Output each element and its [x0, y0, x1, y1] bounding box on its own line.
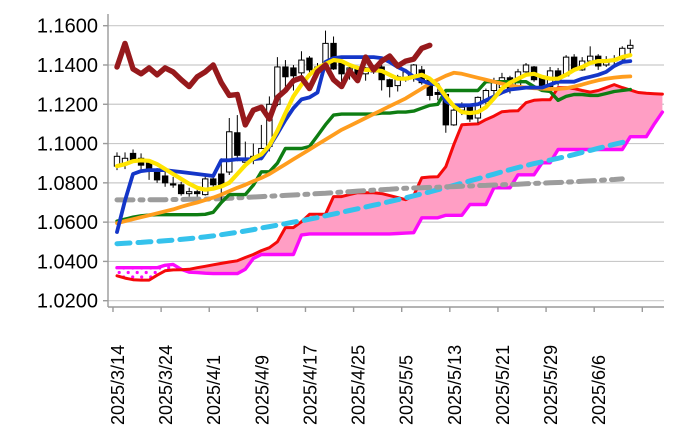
candle-body-up [586, 55, 594, 62]
candle-body-down [386, 79, 393, 88]
mid-ma-orange-line [115, 70, 633, 225]
candle-body-up [298, 59, 305, 74]
y-axis-label: 1.0600 [37, 212, 98, 234]
slow-ma-gray-dashdot-line [114, 176, 625, 203]
x-axis-label: 2025/4/25 [349, 345, 369, 425]
candle-body-down [282, 66, 289, 78]
candle-body-down [153, 171, 161, 181]
candle-body-down [194, 191, 201, 195]
y-axis-label: 1.0800 [37, 173, 98, 195]
x-axis-label: 2025/3/14 [108, 345, 128, 425]
candle-body-up [226, 131, 233, 173]
x-axis-label: 2025/6/6 [589, 355, 609, 425]
x-axis-label: 2025/3/24 [156, 345, 176, 425]
axes [107, 14, 664, 312]
candle-body-down [177, 184, 185, 195]
candle-body-down [234, 132, 241, 156]
x-axis-label: 2025/5/5 [397, 355, 417, 425]
x-axis: 2025/3/14 2025/3/24 2025/4/1 2025/4/9 2025/4… [108, 345, 609, 425]
candle-body-up [450, 109, 458, 126]
candle-body-up [474, 96, 482, 119]
plot-area [113, 30, 665, 282]
x-axis-label: 2025/5/13 [445, 345, 465, 425]
candle-body-up [202, 178, 209, 196]
trend-cyan-dashed-line [114, 138, 633, 247]
candle-body-down [169, 183, 177, 186]
y-axis-label: 1.1000 [37, 134, 98, 156]
y-axis-label: 1.1200 [37, 94, 98, 116]
candle-body-down [306, 57, 313, 71]
candle-body-down [290, 67, 297, 77]
x-axis-label: 2025/5/29 [541, 345, 561, 425]
x-axis-label: 2025/5/21 [493, 345, 513, 425]
cloud-span-b-magenta-line [115, 110, 665, 276]
x-axis-label: 2025/4/17 [300, 345, 320, 425]
candle-body-down [161, 175, 169, 184]
candle-body-up [627, 44, 634, 49]
candle-body-down [210, 178, 217, 186]
lagging-span-darkred-line [114, 40, 433, 128]
candle-body-up [185, 191, 193, 195]
x-axis-label: 2025/4/9 [252, 355, 272, 425]
tenkan-blue-line [115, 55, 633, 234]
y-axis-label: 1.0200 [37, 291, 98, 313]
gridlines [103, 25, 664, 302]
x-axis-label: 2025/4/1 [204, 355, 224, 425]
y-axis: 1.1600 1.1400 1.1200 1.1000 1.0800 1.0600 1.04… [37, 16, 98, 313]
candle-body-up [522, 64, 530, 73]
y-axis-label: 1.1600 [37, 16, 98, 38]
y-axis-label: 1.1400 [37, 55, 98, 77]
y-axis-label: 1.0400 [37, 251, 98, 273]
